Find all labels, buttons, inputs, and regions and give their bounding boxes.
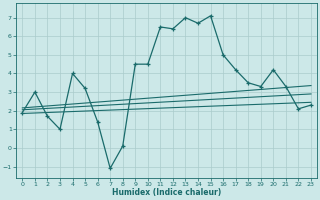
X-axis label: Humidex (Indice chaleur): Humidex (Indice chaleur) [112,188,221,197]
